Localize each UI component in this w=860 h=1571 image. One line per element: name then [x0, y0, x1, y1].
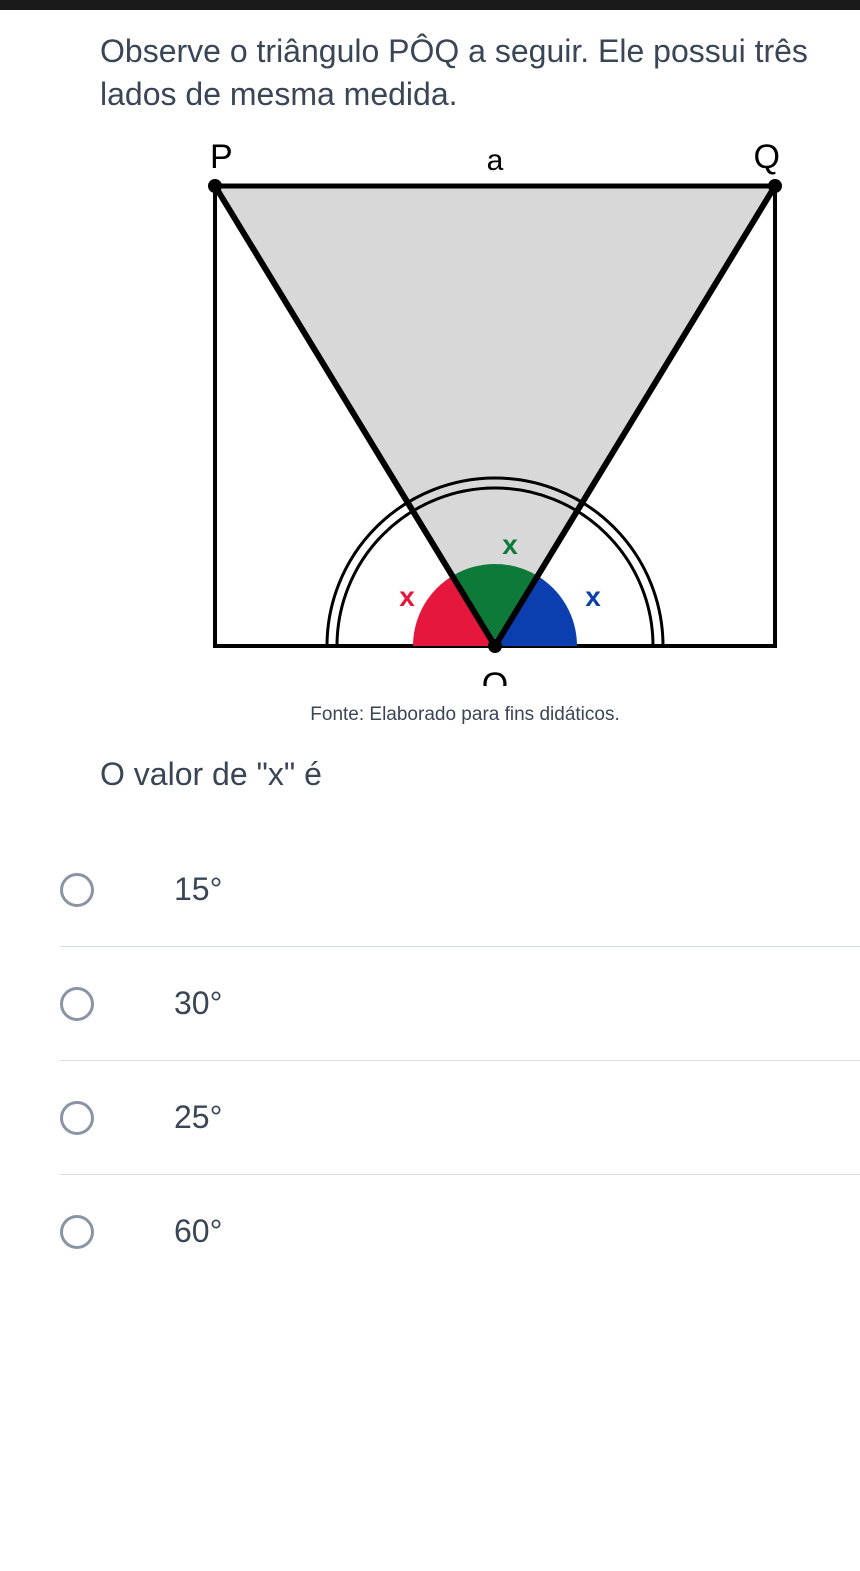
radio-button[interactable] — [60, 873, 94, 907]
svg-text:O: O — [482, 666, 508, 686]
question-followup: O valor de "x" é — [100, 756, 830, 793]
option-row[interactable]: 30° — [60, 947, 860, 1061]
question-text: Observe o triângulo PÔQ a seguir. Ele po… — [100, 30, 830, 116]
option-label: 25° — [174, 1099, 222, 1136]
option-row[interactable]: 15° — [60, 833, 860, 947]
radio-button[interactable] — [60, 987, 94, 1021]
top-bar — [0, 0, 860, 10]
question-page: Observe o triângulo PÔQ a seguir. Ele po… — [0, 10, 860, 1288]
figure-caption: Fonte: Elaborado para fins didáticos. — [310, 704, 619, 726]
triangle-diagram: P Qa Ox x x — [145, 126, 785, 686]
radio-button[interactable] — [60, 1215, 94, 1249]
options-list: 15° 30° 25° 60° — [0, 833, 860, 1288]
option-label: 30° — [174, 985, 222, 1022]
svg-text:x: x — [399, 581, 415, 612]
svg-text:P: P — [210, 138, 233, 176]
option-row[interactable]: 25° — [60, 1061, 860, 1175]
svg-text:x: x — [502, 529, 518, 560]
figure: P Qa Ox x x Fonte: Elaborado para fins didát… — [100, 126, 830, 726]
svg-text:Q: Q — [754, 138, 780, 176]
option-row[interactable]: 60° — [60, 1175, 860, 1288]
svg-text:a: a — [487, 144, 504, 177]
question-content: Observe o triângulo PÔQ a seguir. Ele po… — [0, 30, 860, 793]
radio-button[interactable] — [60, 1101, 94, 1135]
svg-text:x: x — [585, 581, 601, 612]
option-label: 60° — [174, 1213, 222, 1250]
option-label: 15° — [174, 871, 222, 908]
